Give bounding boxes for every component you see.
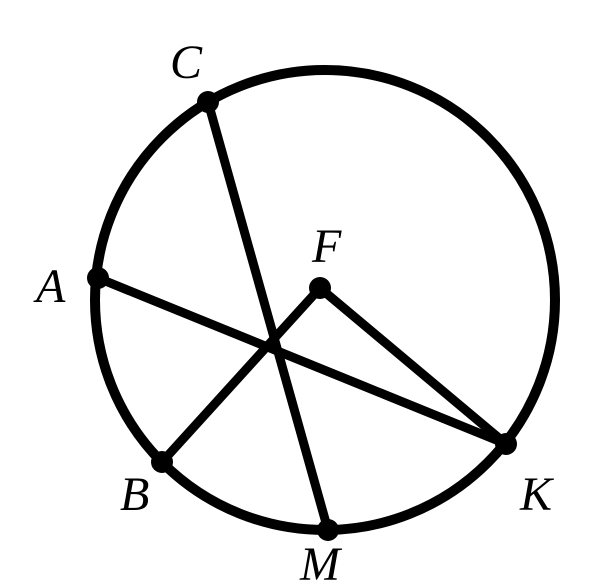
edge-F-K — [320, 288, 506, 444]
label-C: C — [170, 36, 203, 89]
label-K: K — [519, 468, 555, 521]
point-F — [309, 277, 331, 299]
point-K — [495, 433, 517, 455]
point-A — [87, 267, 109, 289]
label-M: M — [299, 538, 343, 584]
label-B: B — [120, 468, 149, 521]
label-F: F — [311, 220, 342, 273]
point-C — [197, 91, 219, 113]
geometry-diagram: C A B M K F — [0, 0, 598, 584]
diagram-points — [87, 91, 517, 541]
edge-C-M — [208, 102, 328, 530]
point-B — [151, 451, 173, 473]
label-A: A — [33, 260, 66, 313]
